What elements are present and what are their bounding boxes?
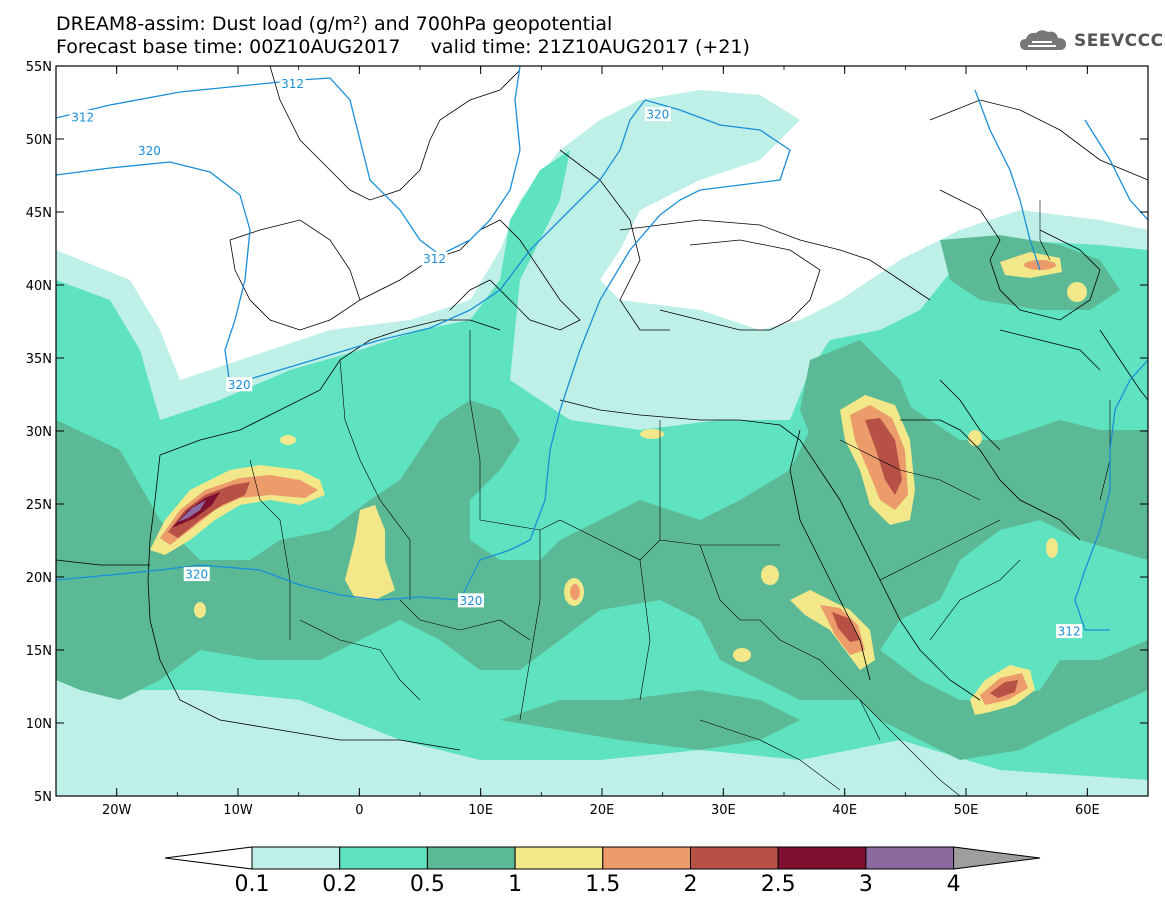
contour-label-bg	[183, 567, 210, 582]
contour-label: 312	[423, 252, 446, 266]
contour-label: 320	[646, 108, 669, 122]
colorbar: 0.1 0.2 0.5 1 1.5 2 2.5 3 4	[164, 846, 1041, 897]
contour-labels: 312 312 320 312 320 320 320 320 312	[69, 76, 1083, 639]
colorbar-label: 1.5	[585, 872, 620, 897]
colorbar-label: 4	[947, 872, 961, 897]
contour-label-bg	[1056, 624, 1083, 639]
contour-label: 312	[1058, 625, 1081, 639]
contour-label: 320	[138, 144, 161, 158]
logo: SEEVCCC	[1018, 28, 1164, 54]
colorbar-segment	[251, 846, 341, 870]
lat-tick-label: 5N	[34, 790, 52, 805]
lat-tick-label: 15N	[26, 644, 52, 659]
contour-label-bg	[226, 377, 253, 392]
logo-text: SEEVCCC	[1074, 31, 1164, 51]
lon-tick-label: 60E	[1075, 803, 1100, 818]
colorbar-label: 0.2	[322, 872, 357, 897]
dust-field: 312 312 320 312 320 320 320 320 312	[56, 66, 1148, 796]
lat-tick-label: 40N	[26, 279, 52, 294]
lon-tick-label: 50E	[954, 803, 979, 818]
contour-label: 320	[185, 568, 208, 582]
contour-label-bg	[279, 76, 306, 91]
lat-tick-label: 30N	[26, 425, 52, 440]
colorbar-segment	[865, 846, 955, 870]
longitude-axis: 20W 10W 0 10E 20E 30E 40E 50E 60E	[55, 66, 1149, 818]
geopotential-contours	[56, 66, 1148, 631]
colorbar-segment	[602, 846, 691, 870]
colorbar-segment	[426, 846, 516, 870]
contour-label: 312	[71, 111, 94, 125]
colorbar-label: 0.5	[410, 872, 445, 897]
contour-label-bg	[136, 143, 163, 158]
cloud-logo-icon	[1020, 30, 1066, 50]
contour-label-bg	[457, 593, 484, 608]
colorbar-under-arrow	[164, 846, 253, 870]
lat-tick-label: 20N	[26, 571, 52, 586]
colorbar-label: 1	[508, 872, 522, 897]
latitude-axis: 55N 50N 45N 40N 35N 30N 25N 20N 15N 10N 5N	[26, 60, 1148, 805]
colorbar-label: 2.5	[761, 872, 796, 897]
map-subtitle: Forecast base time: 00Z10AUG2017 valid t…	[56, 36, 750, 58]
colorbar-segment	[690, 846, 779, 870]
colorbar-label: 3	[859, 872, 873, 897]
colorbar-label: 0.1	[235, 872, 270, 897]
colorbar-label: 2	[684, 872, 698, 897]
lon-tick-label: 10E	[468, 803, 493, 818]
contour-label: 320	[228, 378, 251, 392]
lon-tick-label: 30E	[711, 803, 736, 818]
lon-tick-label: 20E	[590, 803, 615, 818]
lat-tick-label: 45N	[26, 206, 52, 221]
lon-tick-label: 20W	[102, 803, 132, 818]
map-title: DREAM8-assim: Dust load (g/m²) and 700hP…	[56, 13, 613, 35]
lon-tick-label: 0	[355, 803, 363, 818]
lat-tick-label: 55N	[26, 60, 52, 75]
contour-label: 320	[460, 594, 483, 608]
colorbar-segment	[514, 846, 604, 870]
lon-tick-label: 40E	[832, 803, 857, 818]
contour-label-bg	[644, 107, 671, 122]
colorbar-segment	[777, 846, 867, 870]
lat-tick-label: 25N	[26, 498, 52, 513]
colorbar-over-arrow	[953, 846, 1041, 870]
contour-label: 312	[281, 77, 304, 91]
lat-tick-label: 50N	[26, 133, 52, 148]
lat-tick-label: 10N	[26, 717, 52, 732]
lat-tick-label: 35N	[26, 352, 52, 367]
contour-label-bg	[69, 110, 96, 125]
contour-label-bg	[421, 251, 448, 266]
lon-tick-label: 10W	[223, 803, 253, 818]
colorbar-segment	[339, 846, 428, 870]
